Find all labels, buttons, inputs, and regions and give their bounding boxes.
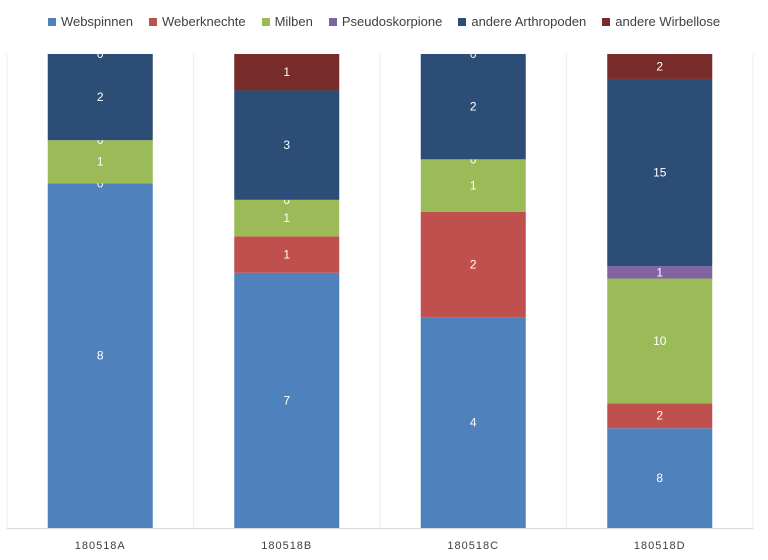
data-label-180518C-1: 2 — [470, 258, 477, 272]
bar-segment-180518C-1 — [420, 212, 526, 318]
chart-legend: Webspinnen Weberknechte Milben Pseudoskorpi… — [0, 14, 768, 29]
legend-label-0: Webspinnen — [60, 14, 133, 29]
legend-swatch-0 — [47, 17, 56, 26]
bar-segment-180518A-0 — [47, 183, 153, 529]
bar-segment-180518D-1 — [607, 403, 713, 429]
data-label-180518B-4: 3 — [283, 138, 290, 152]
data-label-180518A-2: 1 — [97, 155, 104, 169]
bar-segment-180518C-2 — [420, 159, 526, 212]
legend-label-4: andere Arthropoden — [471, 14, 587, 29]
data-label-180518B-1: 1 — [283, 248, 290, 262]
data-label-180518D-5: 2 — [656, 59, 663, 73]
bar-segment-180518D-0 — [607, 428, 713, 528]
data-label-180518D-0: 8 — [656, 471, 663, 485]
bar-segment-180518D-2 — [607, 278, 713, 404]
bar-segment-180518B-4 — [234, 90, 340, 200]
data-label-180518B-0: 7 — [283, 393, 290, 407]
category-label-2: 180518C — [447, 540, 499, 552]
bar-segment-180518B-5 — [234, 54, 340, 91]
legend-item-2: Milben — [261, 14, 313, 29]
bar-segment-180518B-1 — [234, 236, 340, 273]
bar-segment-180518C-4 — [420, 54, 526, 160]
category-label-0: 180518A — [75, 540, 126, 552]
legend-item-0: Webspinnen — [47, 14, 133, 29]
data-label-180518C-0: 4 — [470, 416, 477, 430]
legend-swatch-5 — [602, 17, 611, 26]
bar-segment-180518A-2 — [47, 140, 153, 184]
legend-label-5: andere Wirbellose — [615, 14, 721, 29]
data-label-180518C-2: 1 — [470, 179, 477, 193]
legend-label-3: Pseudoskorpione — [341, 14, 443, 29]
data-label-180518A-5: 0 — [97, 47, 104, 61]
data-label-180518D-2: 10 — [653, 334, 667, 348]
bar-segment-180518C-0 — [420, 317, 526, 528]
legend-item-4: andere Arthropoden — [458, 14, 586, 29]
bar-segment-180518D-3 — [607, 266, 713, 279]
legend-label-1: Weberknechte — [161, 14, 246, 29]
data-label-180518A-4: 2 — [97, 90, 104, 104]
bar-segment-180518B-0 — [234, 272, 340, 528]
legend-label-2: Milben — [274, 14, 313, 29]
data-label-180518D-4: 15 — [653, 166, 667, 180]
category-label-1: 180518B — [261, 540, 312, 552]
legend-swatch-3 — [328, 17, 337, 26]
legend-item-1: Weberknechte — [148, 14, 246, 29]
bar-segment-180518D-5 — [607, 54, 713, 79]
data-label-180518B-5: 1 — [283, 65, 290, 79]
legend-swatch-2 — [261, 17, 270, 26]
data-label-180518C-5: 0 — [470, 47, 477, 61]
legend-item-5: andere Wirbellose — [602, 14, 720, 29]
legend-item-3: Pseudoskorpione — [328, 14, 443, 29]
legend-swatch-4 — [458, 17, 467, 26]
data-label-180518B-2: 1 — [283, 211, 290, 225]
legend-swatch-1 — [148, 17, 157, 26]
category-label-3: 180518D — [634, 540, 686, 552]
data-label-180518A-0: 8 — [97, 349, 104, 363]
data-label-180518C-4: 2 — [470, 100, 477, 114]
bar-segment-180518B-2 — [234, 199, 340, 237]
data-label-180518D-3: 1 — [656, 265, 663, 279]
bar-segment-180518A-4 — [47, 54, 153, 141]
data-label-180518D-1: 2 — [656, 409, 663, 423]
bar-segment-180518D-4 — [607, 78, 713, 267]
